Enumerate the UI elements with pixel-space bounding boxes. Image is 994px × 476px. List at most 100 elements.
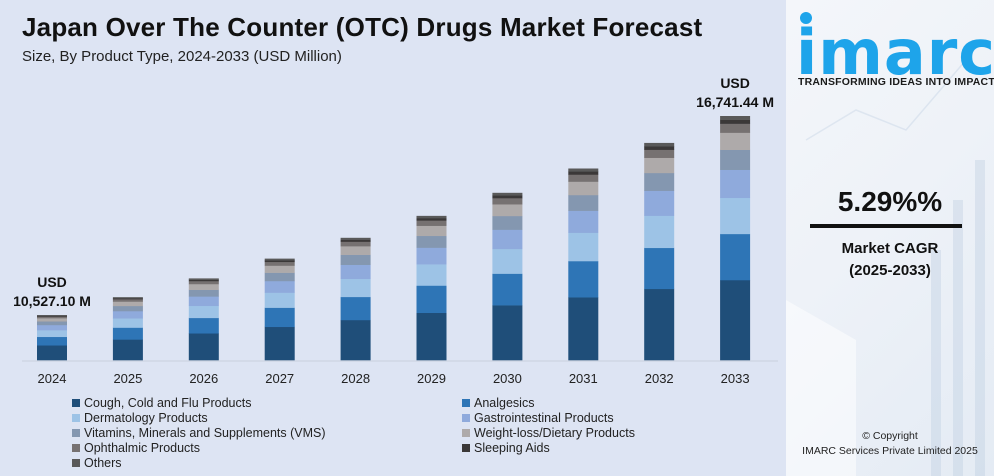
x-tick-label: 2025 (113, 371, 142, 386)
bar-segment (112, 327, 143, 340)
legend-swatch (72, 459, 80, 467)
bar-segment (264, 258, 295, 261)
bar-segment (492, 197, 523, 205)
bar-segment (188, 317, 219, 334)
copyright-line2: IMARC Services Private Limited 2025 (802, 445, 978, 457)
bar-segment (37, 336, 67, 346)
logo-dot (800, 12, 812, 24)
bar-segment (492, 229, 523, 250)
annotation-value: 16,741.44 M (696, 94, 774, 110)
bar-segment (340, 239, 371, 242)
bar-segment (568, 210, 599, 233)
annotation-currency: USD (720, 75, 750, 91)
bar-segment (188, 296, 219, 307)
bar-segment (188, 289, 219, 297)
x-tick-label: 2029 (417, 371, 446, 386)
bar-segment (416, 312, 447, 361)
brand-tagline: TRANSFORMING IDEAS INTO IMPACT (798, 76, 994, 88)
bar-segment (37, 330, 67, 338)
bar-segment (264, 260, 295, 263)
bar-segment (37, 321, 67, 326)
legend-label: Ophthalmic Products (84, 441, 201, 455)
bar-segment (264, 292, 295, 308)
bar-segment (644, 190, 675, 216)
bar-segment (37, 324, 67, 331)
bar-segment (112, 297, 143, 299)
bar-segment (492, 195, 523, 199)
bar-segment (264, 261, 295, 266)
legend-item: Cough, Cold and Flu Products (72, 396, 251, 410)
legend-label: Analgesics (474, 396, 535, 410)
deco-line (805, 59, 967, 141)
bar-segment (112, 301, 143, 307)
bar-segment (340, 254, 371, 265)
bar-stack-2031 (568, 168, 599, 361)
bar-segment (416, 218, 447, 221)
bar-segment (340, 264, 371, 280)
bar-segment (720, 233, 751, 281)
legend-item: Ophthalmic Products (72, 441, 200, 455)
legend-label: Others (84, 456, 122, 470)
bar-segment (416, 235, 447, 248)
stacked-bar-chart: 2024 2025 2026 2027 2028 2029 2030 2031 2032 2033… (13, 75, 778, 386)
bar-segment (492, 273, 523, 306)
legend-swatch (462, 399, 470, 407)
bar-stack-2024 (37, 315, 67, 361)
brand-sidebar: imarc TRANSFORMING IDEAS INTO IMPACT 5.2… (786, 0, 994, 476)
cagr-label-line2: (2025-2033) (849, 262, 931, 279)
bar-stack-2029 (416, 215, 447, 361)
bar-stack-2032 (644, 142, 675, 361)
legend-swatch (72, 429, 80, 437)
bar-segment (264, 307, 295, 328)
bar-segment (644, 288, 675, 361)
cagr-divider (810, 224, 962, 228)
bar-segment (264, 272, 295, 282)
legend-item: Vitamins, Minerals and Supplements (VMS) (72, 426, 326, 440)
bar-segment (188, 283, 219, 290)
bar-segment (720, 197, 751, 235)
legend-label: Sleeping Aids (474, 441, 550, 455)
bar-segment (416, 247, 447, 265)
bar-segment (112, 299, 143, 302)
bar-segment (568, 171, 599, 175)
bar-segment (112, 305, 143, 312)
bar-segment (264, 280, 295, 293)
legend-label: Vitamins, Minerals and Supplements (VMS) (84, 426, 326, 440)
bar-segment (264, 326, 295, 361)
imarc-logo: imarc (796, 16, 994, 89)
legend-item: Dermatology Products (72, 411, 208, 425)
bar-segment (37, 315, 67, 317)
legend-swatch (462, 414, 470, 422)
bar-segment (188, 305, 219, 319)
legend-swatch (72, 444, 80, 452)
x-tick-labels: 2024 2025 2026 2027 2028 2029 2030 2031 2032 2033 (38, 371, 750, 386)
bar-segment (37, 315, 67, 316)
bar-segment (340, 237, 371, 240)
bar-stack-2027 (264, 258, 295, 361)
bar-segment (568, 174, 599, 182)
cagr-label: Market CAGR (2025-2033) (786, 238, 994, 282)
cagr-value: 5.29%% (837, 186, 943, 217)
x-tick-label: 2033 (721, 371, 750, 386)
bar-segment (644, 247, 675, 290)
legend-label: Weight-loss/Dietary Products (474, 426, 635, 440)
value-annotations: USD 10,527.10 M USD 16,741.44 M (13, 75, 774, 309)
bar-segment (568, 260, 599, 298)
bar-segment (264, 265, 295, 273)
bar-segment (720, 123, 751, 133)
bar-segment (37, 345, 67, 361)
bar-segment (720, 169, 751, 199)
annotation-value: 10,527.10 M (13, 293, 91, 309)
bar-segment (112, 339, 143, 361)
legend-item: Weight-loss/Dietary Products (462, 426, 635, 440)
bar-stack-2025 (112, 297, 143, 361)
bar-stack-2033 (720, 116, 751, 361)
chart-panel: Japan Over The Counter (OTC) Drugs Marke… (13, 12, 778, 470)
bar-segment (188, 280, 219, 285)
bar-segment (416, 220, 447, 226)
bar-segment (644, 142, 675, 147)
legend-label: Dermatology Products (84, 411, 208, 425)
bar-segment (112, 318, 143, 328)
legend-item: Sleeping Aids (462, 441, 550, 455)
x-tick-label: 2031 (569, 371, 598, 386)
